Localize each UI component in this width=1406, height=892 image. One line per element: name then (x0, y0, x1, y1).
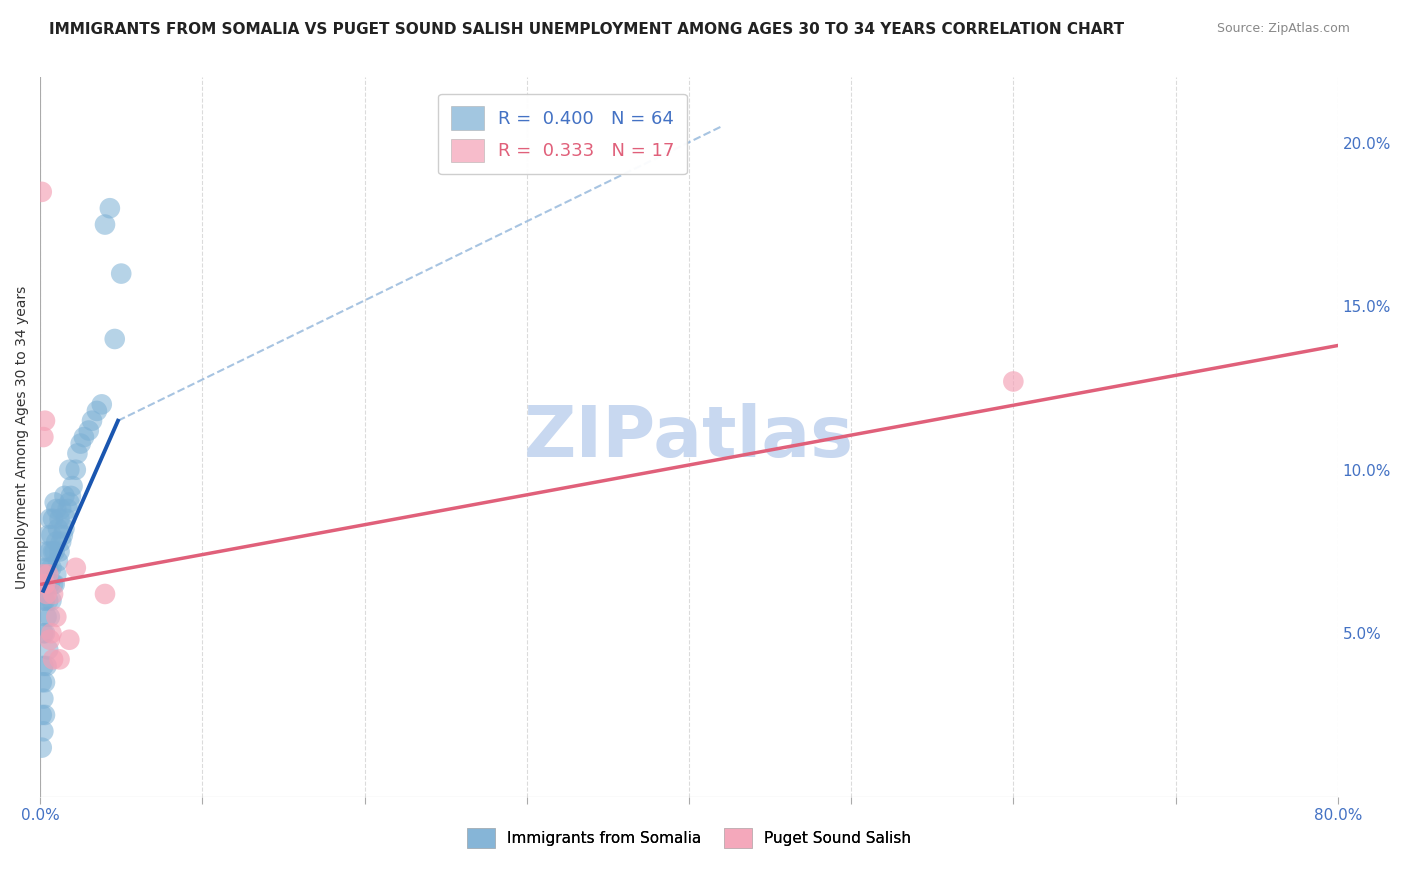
Point (34, 708, 56, 723)
Point (41, 626, 63, 640)
Point (45, 502, 67, 516)
Point (35, 544, 58, 558)
Point (34, 593, 56, 607)
Point (65, 463, 87, 477)
Point (73, 430, 96, 444)
Point (32, 691, 55, 706)
Point (42, 587, 65, 601)
Legend: Immigrants from Somalia, Puget Sound Salish: Immigrants from Somalia, Puget Sound Sal… (461, 822, 917, 854)
Point (51, 502, 73, 516)
Point (80, 414, 103, 428)
Point (31, 708, 53, 723)
Point (45, 534, 67, 549)
Point (41, 561, 63, 575)
Point (35, 587, 58, 601)
Point (37, 528, 59, 542)
Point (86, 404, 108, 418)
Point (31, 740, 53, 755)
Point (34, 675, 56, 690)
Point (46, 554, 69, 568)
Point (94, 587, 117, 601)
Point (35, 610, 58, 624)
Point (38, 544, 60, 558)
Point (34, 626, 56, 640)
Point (38, 610, 60, 624)
Point (34, 577, 56, 591)
Point (41, 528, 63, 542)
Point (46, 522, 69, 536)
Text: ZIPatlas: ZIPatlas (524, 402, 853, 472)
Point (32, 593, 55, 607)
Point (48, 512, 70, 526)
Point (32, 724, 55, 739)
Point (58, 495, 80, 509)
Point (58, 632, 80, 647)
Point (94, 218, 117, 232)
Y-axis label: Unemployment Among Ages 30 to 34 years: Unemployment Among Ages 30 to 34 years (15, 285, 30, 589)
Point (42, 577, 65, 591)
Point (55, 512, 77, 526)
Point (42, 544, 65, 558)
Text: IMMIGRANTS FROM SOMALIA VS PUGET SOUND SALISH UNEMPLOYMENT AMONG AGES 30 TO 34 Y: IMMIGRANTS FROM SOMALIA VS PUGET SOUND S… (49, 22, 1125, 37)
Point (31, 185, 53, 199)
Point (32, 430, 55, 444)
Point (69, 436, 91, 450)
Point (45, 610, 67, 624)
Point (65, 561, 87, 575)
Point (59, 489, 82, 503)
Text: Source: ZipAtlas.com: Source: ZipAtlas.com (1216, 22, 1350, 36)
Point (90, 397, 112, 411)
Point (32, 659, 55, 673)
Point (31, 675, 53, 690)
Point (48, 652, 70, 666)
Point (45, 567, 67, 582)
Point (48, 544, 70, 558)
Point (42, 652, 65, 666)
Point (51, 534, 73, 549)
Point (44, 495, 66, 509)
Point (32, 626, 55, 640)
Point (34, 414, 56, 428)
Point (38, 577, 60, 591)
Point (38, 512, 60, 526)
Point (52, 528, 75, 542)
Point (58, 463, 80, 477)
Point (77, 424, 100, 438)
Point (53, 489, 76, 503)
Point (37, 593, 59, 607)
Point (32, 567, 55, 582)
Point (66, 446, 89, 460)
Point (1002, 375, 1025, 389)
Point (44, 577, 66, 591)
Point (104, 332, 127, 346)
Point (35, 659, 58, 673)
Point (98, 201, 121, 215)
Point (37, 561, 59, 575)
Point (42, 512, 65, 526)
Point (110, 267, 132, 281)
Point (34, 561, 56, 575)
Point (37, 642, 59, 657)
Point (56, 502, 79, 516)
Point (37, 567, 59, 582)
Point (62, 479, 84, 493)
Point (41, 593, 63, 607)
Point (44, 544, 66, 558)
Point (53, 522, 76, 536)
Point (38, 632, 60, 647)
Point (35, 577, 58, 591)
